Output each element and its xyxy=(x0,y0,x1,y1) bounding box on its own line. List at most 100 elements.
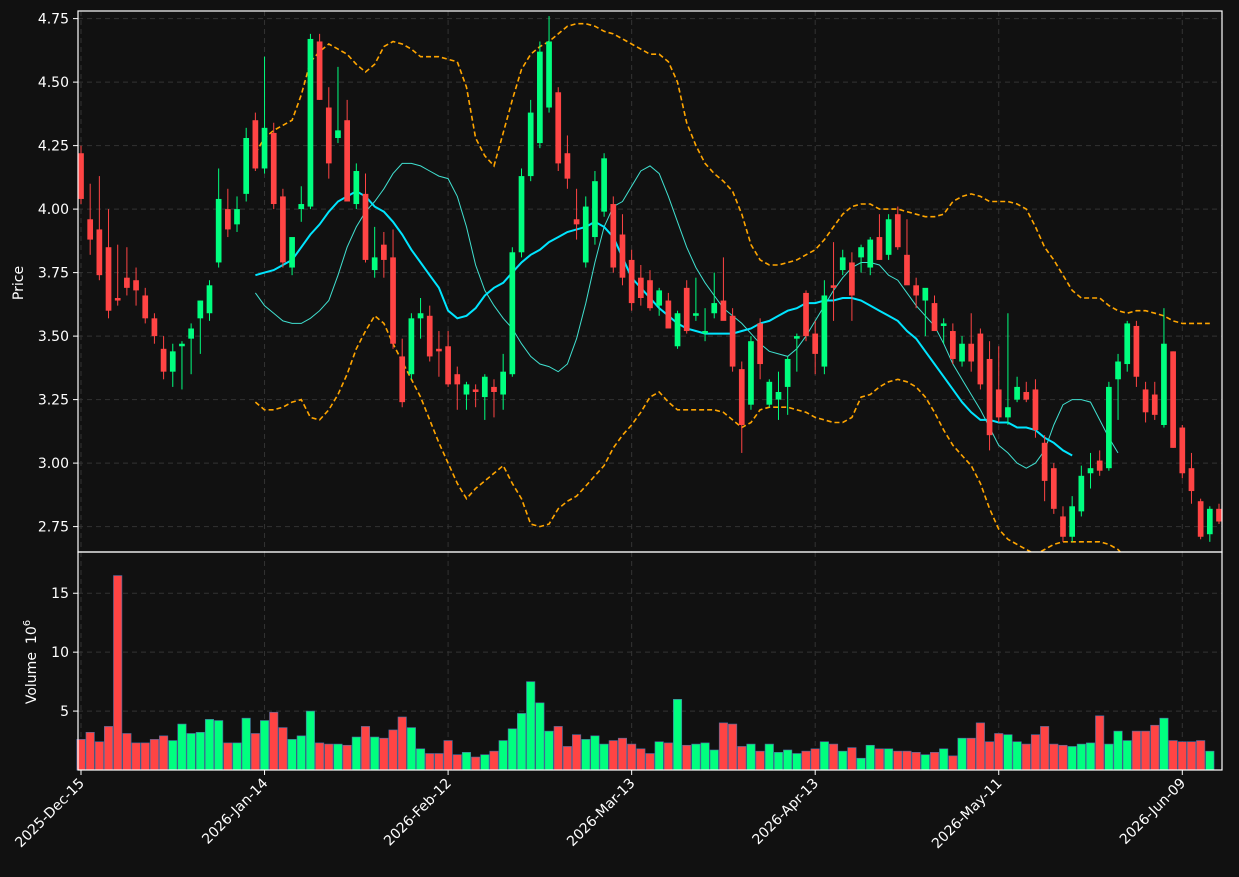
volume-bar xyxy=(471,756,481,771)
volume-bar xyxy=(1003,734,1013,771)
volume-bar xyxy=(269,711,279,771)
volume-bar xyxy=(920,754,930,771)
candle-body xyxy=(766,381,773,405)
volume-bar xyxy=(865,744,875,771)
candle-body xyxy=(527,112,534,177)
candle-body xyxy=(573,219,580,225)
candle-body xyxy=(1069,506,1076,537)
volume-bar xyxy=(177,723,187,771)
volume-bar xyxy=(617,737,627,771)
candle-body xyxy=(1041,442,1048,481)
volume-bar xyxy=(1058,744,1068,771)
candle-body xyxy=(995,389,1002,418)
volume-bar xyxy=(1012,741,1022,771)
volume-axis-label-power: 6 xyxy=(22,620,33,626)
volume-bar xyxy=(360,726,371,771)
volume-bar xyxy=(911,752,921,771)
candle-body xyxy=(307,38,314,207)
price-axis-label: Price xyxy=(11,266,27,300)
volume-tick-label: 10 xyxy=(51,645,69,661)
candle-body xyxy=(261,127,268,169)
candle-body xyxy=(344,120,350,202)
volume-panel-frame xyxy=(77,551,1223,771)
candle-body xyxy=(197,300,204,319)
volume-bar xyxy=(902,750,912,771)
candle-body xyxy=(803,292,809,337)
volume-tick-label: 15 xyxy=(51,586,69,602)
candle-body xyxy=(390,257,396,344)
price-tick-label: 3.75 xyxy=(38,266,69,282)
volume-bar xyxy=(1168,740,1178,771)
volume-bar xyxy=(718,722,728,771)
volume-bar xyxy=(1076,743,1086,771)
candle-body xyxy=(1142,389,1149,413)
candle-body xyxy=(1170,351,1176,448)
volume-bar xyxy=(131,742,141,771)
bollinger-upper-line xyxy=(254,22,1210,325)
volume-bar xyxy=(461,752,471,771)
volume-bar xyxy=(1104,743,1114,771)
volume-bar xyxy=(829,743,839,771)
candle-body xyxy=(270,132,277,205)
volume-bar xyxy=(342,744,352,771)
volume-bar xyxy=(764,743,774,771)
candle-body xyxy=(1133,325,1140,377)
volume-bar xyxy=(1131,730,1141,771)
volume-bar xyxy=(1021,743,1031,771)
volume-bar xyxy=(1205,750,1215,771)
volume-bar xyxy=(985,741,995,771)
volume-bar xyxy=(636,748,646,771)
volume-bar xyxy=(792,753,802,771)
candle-body xyxy=(959,343,965,362)
candle-body xyxy=(289,237,295,268)
volume-bar xyxy=(801,750,811,771)
candle-body xyxy=(950,331,956,359)
candle-body xyxy=(509,252,516,375)
volume-bar xyxy=(452,754,462,771)
candle-body xyxy=(610,204,617,268)
candle-body xyxy=(977,333,984,385)
candle-body xyxy=(711,303,718,314)
volume-bar xyxy=(186,733,196,771)
volume-bar xyxy=(691,743,701,771)
ema-line xyxy=(254,162,1119,469)
volume-bar xyxy=(737,746,747,771)
volume-bar xyxy=(168,740,178,771)
volume-bar xyxy=(663,742,673,771)
volume-bar xyxy=(544,730,554,771)
candle-body xyxy=(885,219,892,255)
volume-bar xyxy=(709,749,719,771)
candle-body xyxy=(582,206,589,263)
candle-body xyxy=(858,247,864,258)
volume-bar xyxy=(443,740,453,771)
candle-body xyxy=(78,153,84,199)
candle-body xyxy=(1023,391,1030,400)
candle-body xyxy=(234,209,240,225)
candle-body xyxy=(518,176,525,253)
volume-bar xyxy=(957,737,967,771)
candle-body xyxy=(426,315,433,357)
candle-body xyxy=(876,237,883,260)
volume-bar xyxy=(884,748,894,771)
candle-body xyxy=(1115,361,1121,380)
volume-bar xyxy=(113,575,123,771)
volume-bar xyxy=(122,733,132,771)
volume-bar xyxy=(416,748,426,771)
volume-bar xyxy=(516,713,527,771)
volume-bar xyxy=(572,734,582,771)
candle-body xyxy=(353,171,360,205)
candle-body xyxy=(986,358,993,436)
candle-body xyxy=(839,257,846,271)
volume-bar xyxy=(250,733,260,771)
candle-body xyxy=(830,285,837,288)
candle-body xyxy=(693,313,699,316)
candle-body xyxy=(913,285,919,296)
price-tick-label: 2.75 xyxy=(38,520,69,536)
volume-bar xyxy=(526,681,536,771)
volume-bar xyxy=(1085,742,1096,771)
candle-body xyxy=(224,209,231,230)
candle-body xyxy=(656,290,663,306)
candle-body xyxy=(775,391,782,400)
volume-bar xyxy=(673,698,683,771)
